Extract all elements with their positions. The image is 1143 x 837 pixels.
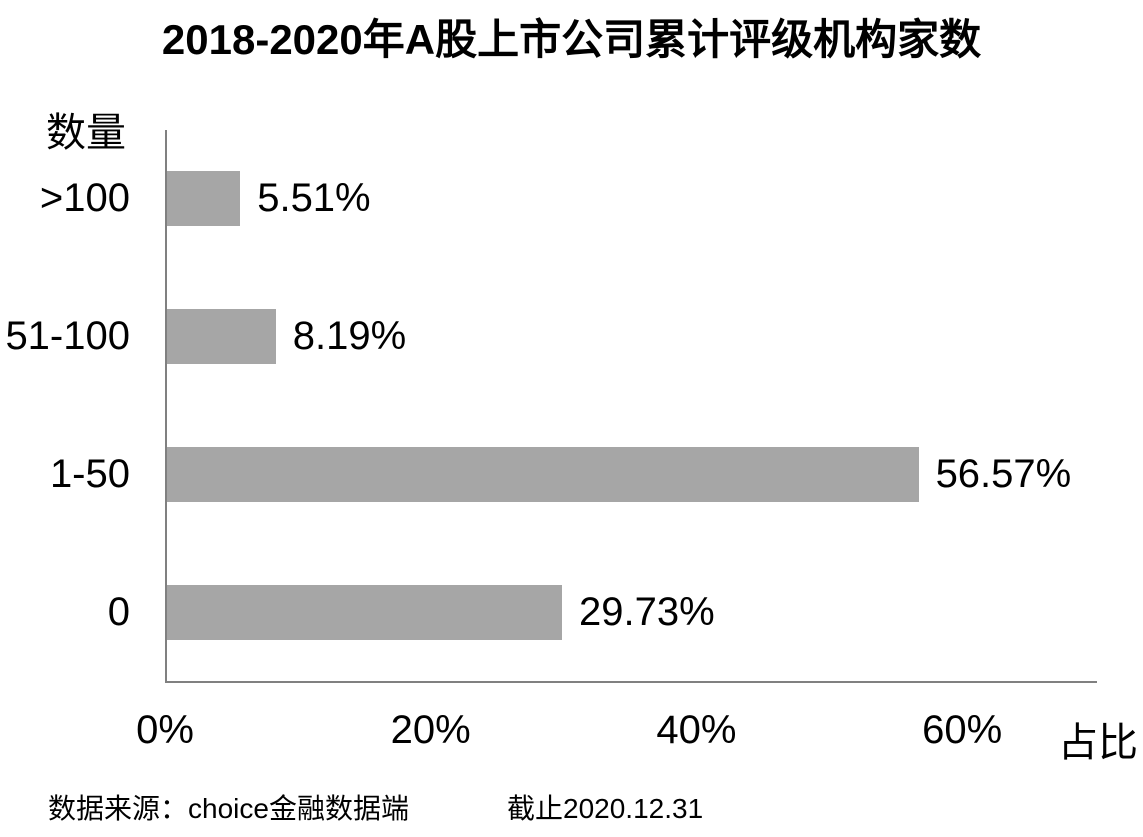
plot-area: 5.51% 8.19% 56.57% 29.73% xyxy=(165,130,1097,683)
footer: 数据来源：choice金融数据端 截止2020.12.31 xyxy=(48,787,1143,827)
category-label-1-50: 1-50 xyxy=(49,451,130,496)
x-tick-label-0: 0% xyxy=(136,708,194,752)
chart-title: 2018-2020年A股上市公司累计评级机构家数 xyxy=(161,16,982,63)
bar-0 xyxy=(167,584,562,640)
x-tick-label-40: 40% xyxy=(656,708,737,752)
category-label-gt100: >100 xyxy=(39,176,130,221)
y-axis-title: 数量 xyxy=(46,111,126,155)
bar-value-label: 56.57% xyxy=(935,451,1072,496)
bar-gt100 xyxy=(167,171,241,227)
x-axis-ticks: 0% 20% 40% 60% xyxy=(136,708,1095,760)
category-label-51-100: 51-100 xyxy=(5,314,130,359)
category-axis: >100 51-100 1-50 0 xyxy=(0,130,130,681)
bar-value-label: 29.73% xyxy=(578,589,715,634)
data-source-text: 数据来源：choice金融数据端 xyxy=(48,793,409,824)
x-axis-title: 占比 xyxy=(1058,721,1138,765)
bar-row: 8.19% xyxy=(167,268,1097,406)
bar-51-100 xyxy=(167,309,276,365)
bar-row: 56.57% xyxy=(167,406,1097,544)
bar-value-label: 8.19% xyxy=(292,314,407,359)
as-of-date: 截止2020.12.31 xyxy=(507,793,704,824)
bar-row: 29.73% xyxy=(167,543,1097,681)
x-tick-label-60: 60% xyxy=(922,708,1003,752)
bar-value-label: 5.51% xyxy=(257,176,371,221)
x-tick-label-20: 20% xyxy=(390,708,471,752)
bar-1-50 xyxy=(167,446,919,502)
category-label-0: 0 xyxy=(107,589,130,634)
bar-row: 5.51% xyxy=(167,130,1097,268)
